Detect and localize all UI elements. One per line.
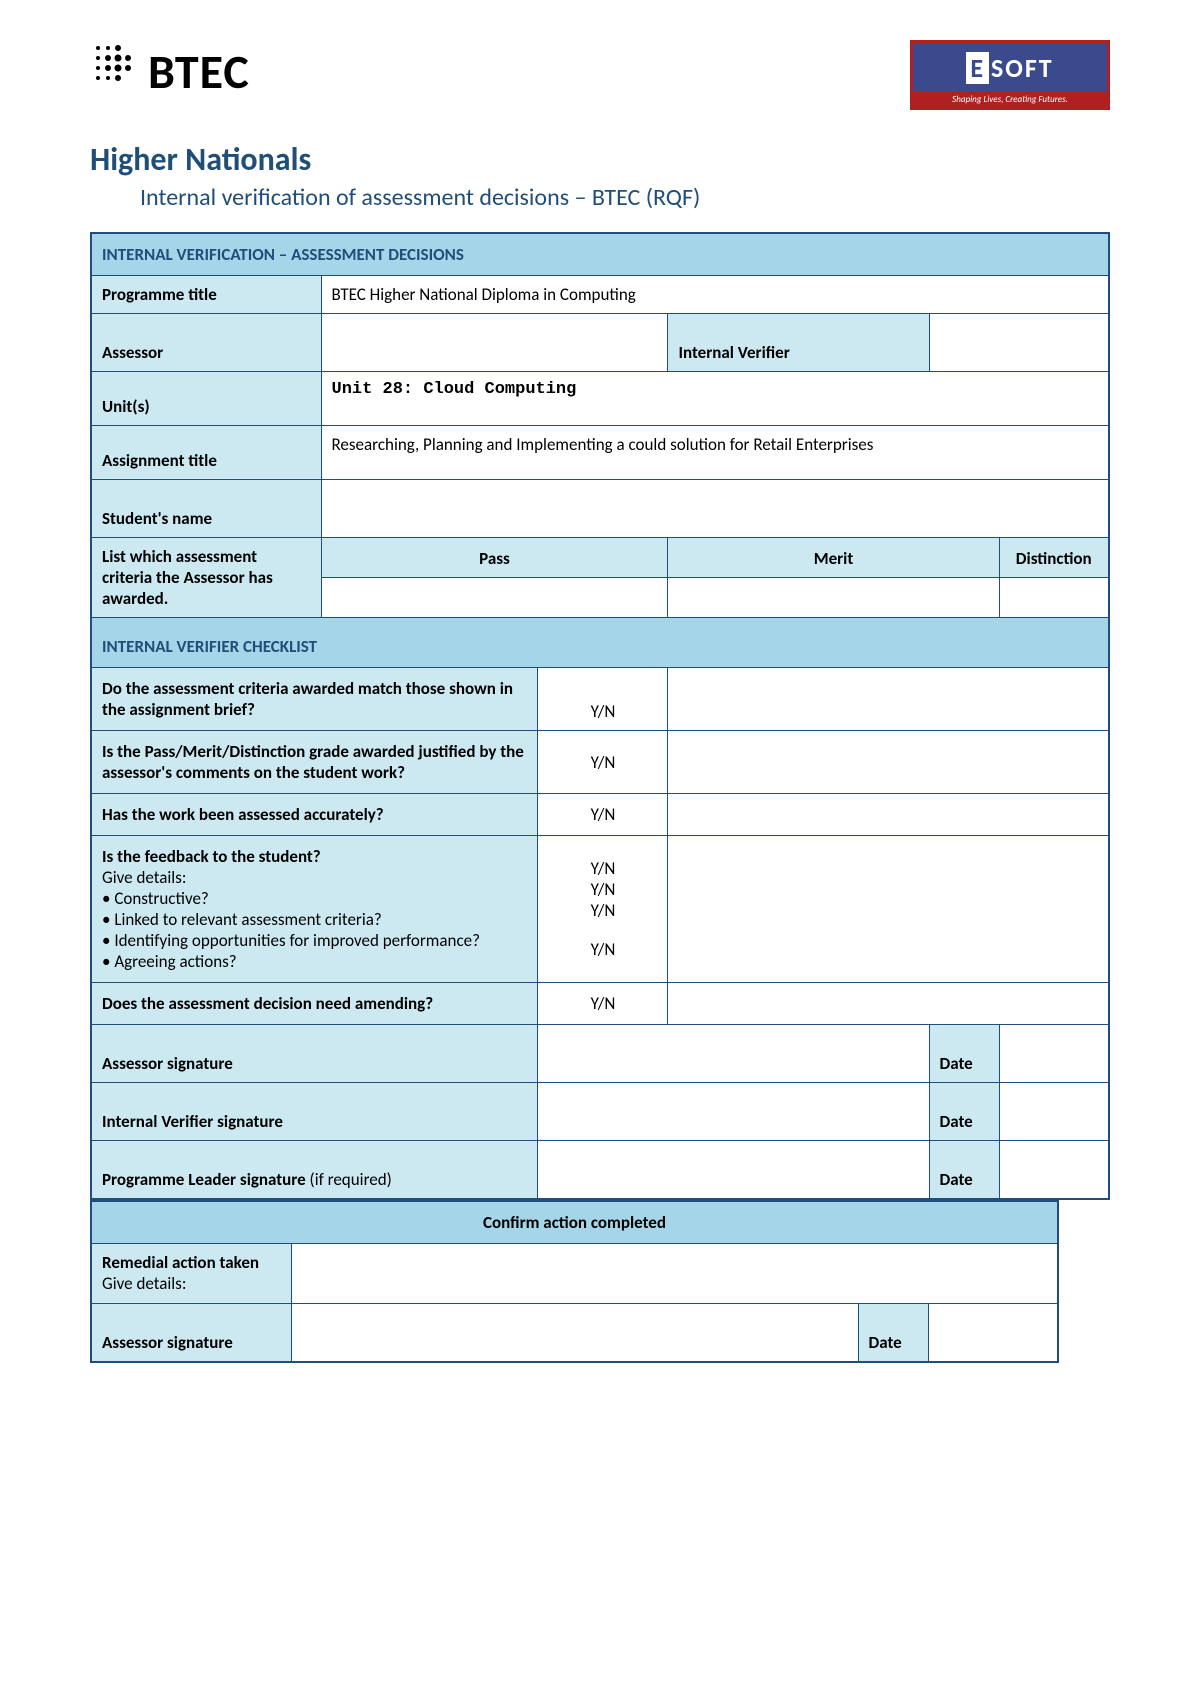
q4-b2: Linked to relevant assessment criteria? [102,909,527,930]
remedial-label: Remedial action taken Give details: [91,1244,291,1304]
assignment-label: Assignment title [91,426,321,480]
confirm-table: Confirm action completed Remedial action… [90,1200,1059,1363]
q4-b4: Agreeing actions? [102,951,527,972]
q4-title: Is the feedback to the student? [102,846,321,867]
assessor-date-value[interactable] [999,1025,1109,1083]
iv-date-value[interactable] [999,1083,1109,1141]
section-header-iv: INTERNAL VERIFICATION – ASSESSMENT DECIS… [91,233,1109,276]
esoft-e: E [966,52,989,84]
checklist-header: INTERNAL VERIFIER CHECKLIST [91,618,1109,668]
programme-label: Programme title [91,276,321,314]
merit-header: Merit [668,538,999,578]
pass-value[interactable] [321,578,668,618]
merit-value[interactable] [668,578,999,618]
checklist-q3-comment[interactable] [668,794,1109,836]
checklist-q2-yn[interactable]: Y/N [538,731,668,794]
leader-date-value[interactable] [999,1141,1109,1200]
distinction-header: Distinction [999,538,1109,578]
header: BTEC ESOFT Shaping Lives, Creating Futur… [90,40,1110,110]
main-form-table: INTERNAL VERIFICATION – ASSESSMENT DECIS… [90,232,1110,1200]
remedial-title: Remedial action taken [102,1252,259,1273]
page-subtitle: Internal verification of assessment deci… [140,183,1110,212]
esoft-logo: ESOFT Shaping Lives, Creating Futures. [910,40,1110,110]
checklist-q4-yn[interactable]: Y/N Y/N Y/N Y/N [538,836,668,983]
confirm-date-label: Date [858,1304,928,1363]
leader-date-label: Date [929,1141,999,1200]
btec-logo: BTEC [90,40,250,103]
assessor-label: Assessor [91,314,321,372]
checklist-q3-yn[interactable]: Y/N [538,794,668,836]
checklist-q1-yn[interactable]: Y/N [538,668,668,731]
checklist-q5-comment[interactable] [668,983,1109,1025]
iv-date-label: Date [929,1083,999,1141]
iv-sig-label: Internal Verifier signature [91,1083,538,1141]
assessor-sig-value[interactable] [538,1025,929,1083]
leader-sig-label: Programme Leader signature (if required) [91,1141,538,1200]
pass-header: Pass [321,538,668,578]
programme-value[interactable]: BTEC Higher National Diploma in Computin… [321,276,1109,314]
assessor-sig-label: Assessor signature [91,1025,538,1083]
checklist-q2: Is the Pass/Merit/Distinction grade awar… [91,731,538,794]
confirm-header: Confirm action completed [91,1201,1058,1244]
student-label: Student's name [91,480,321,538]
q4-b3: Identifying opportunities for improved p… [102,930,527,951]
btec-logo-text: BTEC [148,42,250,101]
iv-sig-value[interactable] [538,1083,929,1141]
btec-dots-icon [90,40,140,103]
remedial-sub: Give details: [102,1273,186,1294]
checklist-q1-comment[interactable] [668,668,1109,731]
checklist-q4: Is the feedback to the student? Give det… [91,836,538,983]
checklist-q5: Does the assessment decision need amendi… [91,983,538,1025]
leader-sig-text: Programme Leader signature [102,1169,306,1190]
student-value[interactable] [321,480,1109,538]
leader-sig-value[interactable] [538,1141,929,1200]
checklist-q3: Has the work been assessed accurately? [91,794,538,836]
distinction-value[interactable] [999,578,1109,618]
leader-sig-suffix: (if required) [306,1169,392,1190]
q4-yn1: Y/N [548,858,657,879]
checklist-q4-comment[interactable] [668,836,1109,983]
confirm-date-value[interactable] [928,1304,1058,1363]
checklist-q5-yn[interactable]: Y/N [538,983,668,1025]
internal-verifier-value[interactable] [929,314,1109,372]
confirm-assessor-sig-label: Assessor signature [91,1304,291,1363]
q4-sub: Give details: [102,867,186,888]
q4-yn3: Y/N [548,900,657,921]
criteria-label: List which assessment criteria the Asses… [91,538,321,618]
internal-verifier-label: Internal Verifier [668,314,929,372]
assignment-value[interactable]: Researching, Planning and Implementing a… [321,426,1109,480]
q4-yn4: Y/N [548,939,657,960]
units-value[interactable]: Unit 28: Cloud Computing [321,372,1109,426]
assessor-value[interactable] [321,314,668,372]
units-label: Unit(s) [91,372,321,426]
remedial-value[interactable] [291,1244,1058,1304]
esoft-tagline: Shaping Lives, Creating Futures. [913,92,1107,107]
checklist-q1: Do the assessment criteria awarded match… [91,668,538,731]
esoft-text: SOFT [991,52,1054,84]
checklist-q2-comment[interactable] [668,731,1109,794]
assessor-date-label: Date [929,1025,999,1083]
confirm-assessor-sig-value[interactable] [291,1304,858,1363]
q4-b1: Constructive? [102,888,527,909]
q4-yn2: Y/N [548,879,657,900]
page-title: Higher Nationals [90,140,1110,179]
